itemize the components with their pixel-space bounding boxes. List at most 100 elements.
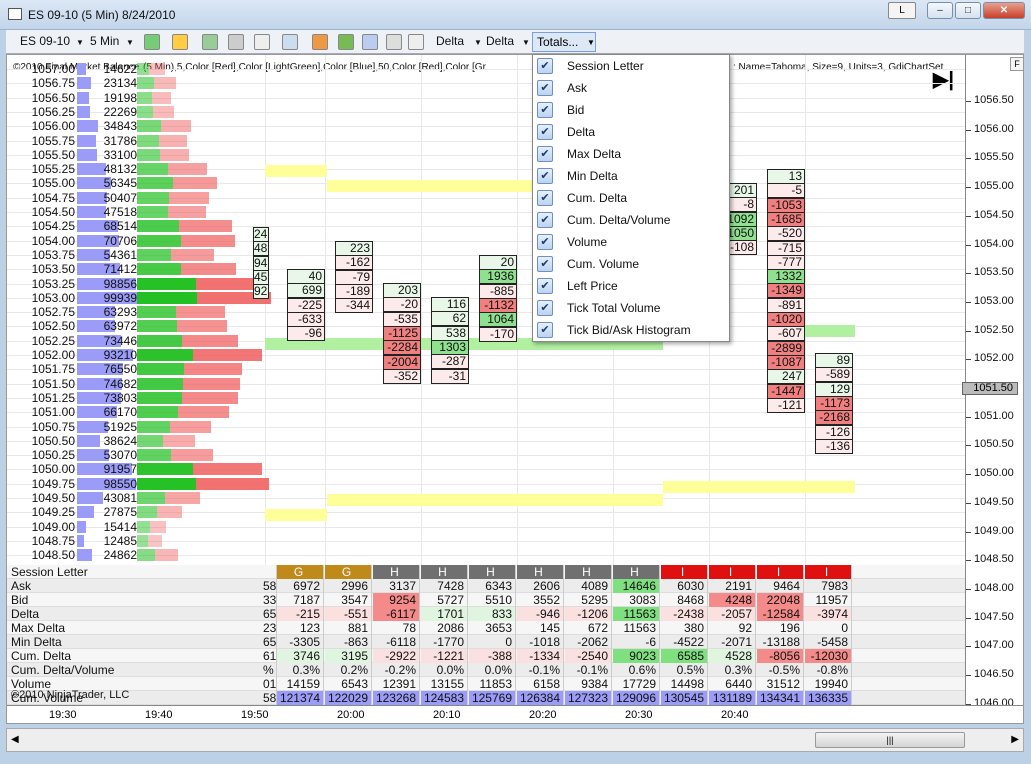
delta-cell: -535 [383, 311, 421, 327]
axis-label: 1052.50 [974, 323, 1014, 336]
table-cell: 8468 [661, 593, 708, 607]
grid-line [7, 69, 965, 70]
table-cell: 65 [263, 607, 277, 621]
table-row-label: Min Delta [11, 635, 62, 649]
volume-bar [77, 63, 86, 75]
buy-volume-bar [137, 420, 170, 433]
add-indicator-icon[interactable] [202, 34, 218, 50]
dropdown-item-cum-delta-volume[interactable]: ✔ Cum. Delta/Volume [533, 209, 729, 231]
chart-icon[interactable] [362, 34, 378, 50]
delta-cell: 40 [287, 269, 325, 284]
scale-icon[interactable]: F [1010, 57, 1024, 71]
buy-volume-bar [137, 377, 183, 390]
volume-bar [77, 377, 122, 390]
buy-volume-bar [137, 320, 177, 333]
interval-selector[interactable]: 5 Min [90, 34, 120, 48]
horizontal-scrollbar[interactable]: ◀ ||| ▶ [6, 728, 1024, 752]
table-row-label: Cum. Delta/Volume [11, 663, 115, 677]
table-cell: 33 [263, 593, 277, 607]
profile-row: 1048.50 24862 [7, 548, 265, 562]
buy-volume-bar [137, 177, 173, 190]
time-axis[interactable]: 19:30 19:40 19:50 20:00 20:10 20:20 20:30 20:40 [7, 705, 1023, 723]
chart-panel[interactable]: ©2010 Final Market Balance (5 Min),5,Col… [6, 54, 1024, 724]
volume-bar [77, 492, 103, 504]
remove-indicator-icon[interactable] [228, 34, 244, 50]
volume-bar [77, 363, 123, 376]
delta-cell: -2899 [767, 340, 805, 356]
dropdown-item-delta[interactable]: ✔ Delta [533, 121, 729, 143]
table-cell: -946 [517, 607, 564, 621]
price-chart[interactable]: ©2010 Final Market Balance (5 Min),5,Col… [7, 55, 965, 565]
grid-line [7, 397, 965, 399]
dropdown-item-left-price[interactable]: ✔ Left Price [533, 275, 729, 297]
data-box-icon[interactable] [386, 34, 402, 50]
instrument-selector[interactable]: ES 09-10 [20, 34, 71, 48]
scrollbar-thumb[interactable]: ||| [815, 732, 965, 748]
axis-tick [966, 187, 971, 189]
scroll-to-end-icon[interactable]: ▶| [933, 69, 954, 91]
profile-price: 1051.50 [31, 376, 75, 391]
maximize-button[interactable]: □ [955, 2, 981, 19]
axis-tick [966, 129, 971, 131]
delta-dropdown-1[interactable]: Delta [436, 34, 465, 48]
dropdown-item-volume[interactable]: ✔ Volume [533, 231, 729, 253]
profile-price: 1052.50 [31, 319, 75, 334]
table-cell: -12030 [805, 649, 852, 663]
dropdown-item-bid[interactable]: ✔ Bid [533, 99, 729, 121]
dropdown-item-ask[interactable]: ✔ Ask [533, 77, 729, 99]
close-button[interactable]: ✕ [983, 2, 1025, 19]
cursor-icon[interactable] [254, 34, 270, 50]
dropdown-item-min-delta[interactable]: ✔ Min Delta [533, 165, 729, 187]
chevron-down-icon[interactable]: ▼ [474, 38, 482, 47]
dropdown-item-cum-delta[interactable]: ✔ Cum. Delta [533, 187, 729, 209]
table-cell: 3552 [517, 593, 564, 607]
table-cell: 0.6% [613, 663, 660, 677]
zoom-icon[interactable] [282, 34, 298, 50]
axis-label: 1054.50 [974, 208, 1014, 221]
profile-row: 1052.00 93210 [7, 348, 265, 362]
dropdown-item-cum-volume[interactable]: ✔ Cum. Volume [533, 253, 729, 275]
delta-dropdown-2[interactable]: Delta [486, 34, 515, 48]
chevron-down-icon[interactable]: ▼ [522, 38, 530, 47]
current-price-marker: 1051.50 [962, 382, 1018, 395]
price-axis[interactable]: F 1056.50 1056.00 1055.50 1055.00 1054.50 105… [962, 55, 1024, 709]
table-cell [263, 565, 277, 579]
dropdown-item-tick-total-volume[interactable]: ✔ Tick Total Volume [533, 297, 729, 319]
dropdown-item-session-letter[interactable]: ✔ Session Letter [533, 55, 729, 77]
sell-volume-bar [150, 520, 166, 533]
table-cell: 6585 [661, 649, 708, 663]
sell-volume-bar [173, 177, 217, 190]
profile-row: 1053.25 98856 [7, 277, 269, 291]
delta-cell: 1064 [479, 312, 517, 328]
chevron-down-icon[interactable]: ▼ [126, 38, 134, 47]
candles-icon[interactable] [338, 34, 354, 50]
properties-icon[interactable] [408, 34, 424, 50]
axis-tick [966, 474, 971, 476]
grid-line [7, 226, 965, 228]
totals-dropdown-button[interactable]: Totals... ▼ [532, 32, 596, 52]
window-title: ES 09-10 (5 Min) 8/24/2010 [28, 8, 176, 22]
table-cell: 14498 [661, 677, 708, 691]
axis-label: 1050.00 [974, 467, 1014, 480]
chevron-down-icon: ▼ [587, 38, 595, 47]
chevron-down-icon[interactable]: ▼ [76, 38, 84, 47]
scroll-right-icon[interactable]: ▶ [1011, 734, 1019, 745]
bar-type-icon[interactable] [312, 34, 328, 50]
pencil-icon[interactable] [172, 34, 188, 50]
profile-price: 1049.00 [31, 519, 75, 534]
scroll-left-icon[interactable]: ◀ [11, 734, 19, 745]
table-cell: 9464 [757, 579, 804, 593]
grid-line [7, 555, 965, 557]
axis-tick [966, 215, 971, 217]
bar-style-icon[interactable] [144, 34, 160, 50]
dropdown-item-tick-bid-ask-histogram[interactable]: ✔ Tick Bid/Ask Histogram [533, 319, 729, 341]
grid-line [7, 540, 965, 542]
minimize-button[interactable]: – [927, 2, 953, 19]
indicator-header-right: : Name=Tahoma, Size=9, Units=3, GdiChart… [733, 62, 944, 73]
profile-volume: 66170 [103, 405, 137, 420]
link-button[interactable]: L [888, 2, 916, 19]
dropdown-item-max-delta[interactable]: ✔ Max Delta [533, 143, 729, 165]
axis-tick [966, 158, 971, 160]
delta-cell: -520 [767, 226, 805, 242]
sell-volume-bar [193, 463, 262, 476]
